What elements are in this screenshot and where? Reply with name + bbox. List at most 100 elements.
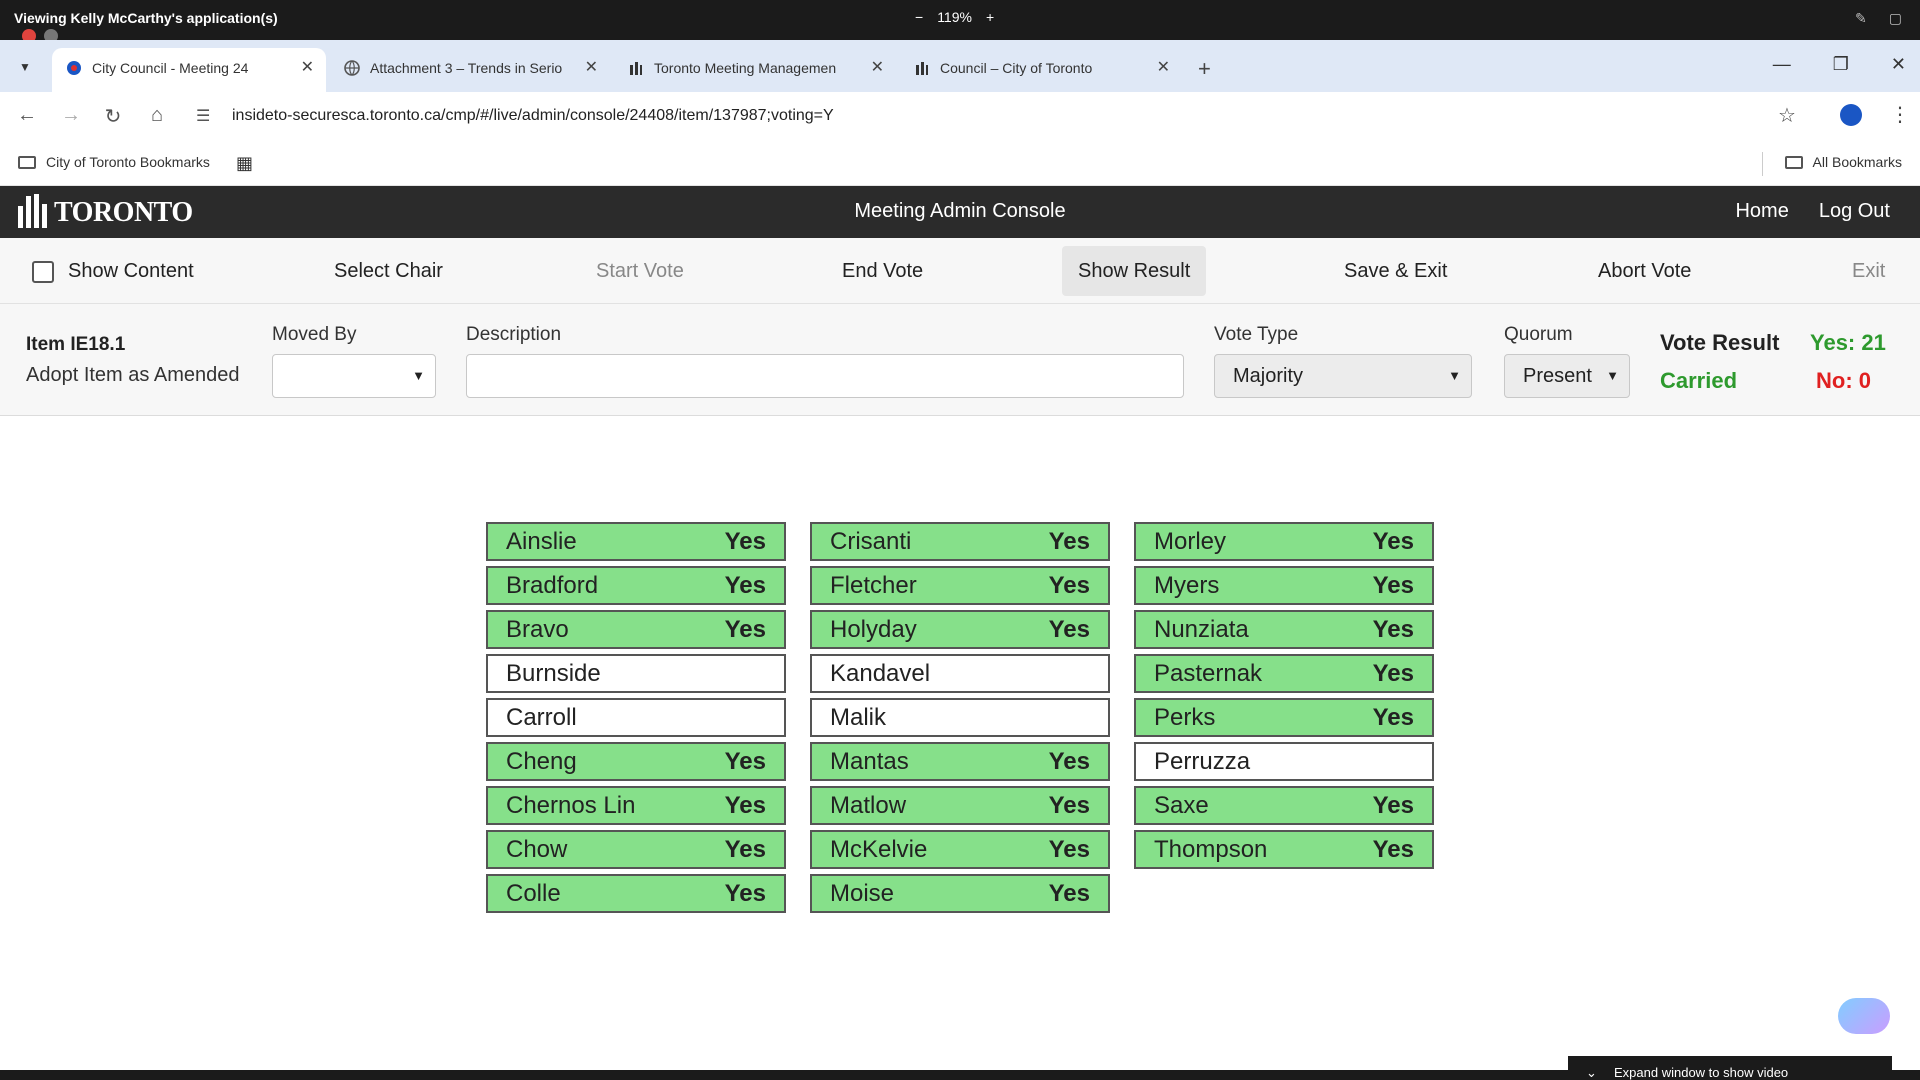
- member-vote-row[interactable]: Bradford Yes: [486, 566, 786, 605]
- tab-council-city-of-toronto[interactable]: Council – City of Toronto ✕: [900, 48, 1182, 92]
- member-vote-row[interactable]: Malik: [810, 698, 1110, 737]
- city-hall-icon: [18, 194, 48, 228]
- annotate-icon[interactable]: ✎: [1855, 10, 1867, 26]
- member-vote: Yes: [1372, 836, 1414, 863]
- profile-avatar-icon[interactable]: [1840, 104, 1862, 126]
- tab-attachment-3[interactable]: Attachment 3 – Trends in Serio ✕: [330, 48, 610, 92]
- member-vote-row[interactable]: Colle Yes: [486, 874, 786, 913]
- member-vote: Yes: [724, 616, 766, 643]
- vote-type-select[interactable]: Majority ▼: [1214, 354, 1472, 398]
- bookmark-star-icon[interactable]: ☆: [1778, 105, 1796, 127]
- member-vote-row[interactable]: Mantas Yes: [810, 742, 1110, 781]
- bookmark-folder-toronto[interactable]: City of Toronto Bookmarks: [18, 154, 210, 170]
- forward-arrow-icon[interactable]: →: [61, 104, 81, 126]
- show-content-label[interactable]: Show Content: [68, 260, 194, 282]
- member-vote-row[interactable]: Perruzza: [1134, 742, 1434, 781]
- all-bookmarks[interactable]: All Bookmarks: [1784, 154, 1902, 170]
- exit-button[interactable]: Exit: [1852, 260, 1886, 282]
- globe-favicon-icon: [67, 61, 81, 75]
- member-vote: Yes: [1048, 792, 1090, 819]
- browser-menu-icon[interactable]: ⋮: [1890, 104, 1910, 126]
- member-vote-row[interactable]: McKelvie Yes: [810, 830, 1110, 869]
- member-vote: Yes: [724, 880, 766, 907]
- member-vote-row[interactable]: Holyday Yes: [810, 610, 1110, 649]
- member-vote-row[interactable]: Myers Yes: [1134, 566, 1434, 605]
- address-bar[interactable]: insideto-securesca.toronto.ca/cmp/#/live…: [232, 107, 834, 124]
- toronto-logo[interactable]: TORONTO: [18, 194, 193, 228]
- member-vote: Yes: [1048, 748, 1090, 775]
- member-vote-row[interactable]: Kandavel: [810, 654, 1110, 693]
- toronto-favicon-icon: [630, 62, 642, 75]
- assistant-widget-icon[interactable]: [1838, 998, 1890, 1034]
- logout-link[interactable]: Log Out: [1818, 200, 1890, 222]
- tab-label: Attachment 3 – Trends in Serio: [370, 60, 563, 76]
- member-vote: Yes: [1372, 528, 1414, 555]
- member-vote: Yes: [1372, 616, 1414, 643]
- vote-type-label: Vote Type: [1214, 324, 1299, 345]
- member-vote-row[interactable]: Carroll: [486, 698, 786, 737]
- back-arrow-icon[interactable]: ←: [17, 104, 37, 126]
- viewer-bottom-strip: [0, 1070, 1920, 1080]
- tab-city-council[interactable]: City Council - Meeting 24 ✕: [52, 48, 326, 92]
- new-tab-plus-icon[interactable]: +: [1198, 56, 1211, 81]
- member-vote: Yes: [1372, 704, 1414, 731]
- zoom-out-button[interactable]: −: [915, 9, 924, 25]
- member-vote-row[interactable]: Cheng Yes: [486, 742, 786, 781]
- minimize-icon[interactable]: —: [1772, 54, 1791, 74]
- home-link[interactable]: Home: [1735, 200, 1789, 222]
- reload-icon[interactable]: ↻: [104, 106, 122, 128]
- member-vote-row[interactable]: Fletcher Yes: [810, 566, 1110, 605]
- quorum-select[interactable]: Present ▼: [1504, 354, 1630, 398]
- member-vote-row[interactable]: Morley Yes: [1134, 522, 1434, 561]
- member-vote-row[interactable]: Bravo Yes: [486, 610, 786, 649]
- member-vote-row[interactable]: Pasternak Yes: [1134, 654, 1434, 693]
- member-vote: Yes: [724, 748, 766, 775]
- abort-vote-button[interactable]: Abort Vote: [1598, 260, 1692, 282]
- tab-search-chevron-icon[interactable]: ▼: [19, 60, 31, 74]
- close-tab-icon[interactable]: ✕: [584, 59, 598, 76]
- close-tab-icon[interactable]: ✕: [1156, 59, 1170, 76]
- member-vote-row[interactable]: Moise Yes: [810, 874, 1110, 913]
- moved-by-select[interactable]: ▼: [272, 354, 436, 398]
- end-vote-button[interactable]: End Vote: [842, 260, 924, 282]
- site-info-icon[interactable]: ☰: [196, 108, 211, 125]
- start-vote-button[interactable]: Start Vote: [596, 260, 684, 282]
- member-vote-row[interactable]: Chernos Lin Yes: [486, 786, 786, 825]
- close-tab-icon[interactable]: ✕: [300, 59, 314, 76]
- member-vote-row[interactable]: Matlow Yes: [810, 786, 1110, 825]
- member-vote: Yes: [1048, 572, 1090, 599]
- apps-grid-icon[interactable]: ▦: [236, 153, 254, 173]
- member-name: Ainslie: [506, 528, 577, 555]
- member-vote-row[interactable]: Chow Yes: [486, 830, 786, 869]
- member-vote-row[interactable]: Burnside: [486, 654, 786, 693]
- member-vote-row[interactable]: Perks Yes: [1134, 698, 1434, 737]
- pause-share-icon[interactable]: [44, 29, 58, 43]
- toronto-favicon-icon: [916, 62, 928, 75]
- zoom-level: 119%: [937, 9, 972, 25]
- home-icon[interactable]: ⌂: [150, 104, 164, 126]
- page-title: Meeting Admin Console: [854, 200, 1066, 222]
- close-window-icon[interactable]: ✕: [1890, 54, 1906, 74]
- member-name: Bravo: [506, 616, 569, 643]
- expand-video-button[interactable]: ⌄ Expand window to show video: [1568, 1056, 1892, 1080]
- select-chair-button[interactable]: Select Chair: [334, 260, 443, 282]
- member-vote-row[interactable]: Nunziata Yes: [1134, 610, 1434, 649]
- member-vote: Yes: [724, 792, 766, 819]
- stop-share-icon[interactable]: [22, 29, 36, 43]
- description-input[interactable]: [466, 354, 1184, 398]
- member-column: Crisanti Yes Fletcher Yes Holyday Yes Kandavel…: [810, 522, 1110, 913]
- member-vote-row[interactable]: Saxe Yes: [1134, 786, 1434, 825]
- member-vote-row[interactable]: Thompson Yes: [1134, 830, 1434, 869]
- chat-icon[interactable]: ▢: [1888, 10, 1902, 26]
- close-tab-icon[interactable]: ✕: [870, 59, 884, 76]
- member-vote: Yes: [1372, 572, 1414, 599]
- member-name: Holyday: [830, 616, 917, 643]
- restore-icon[interactable]: ❐: [1832, 54, 1849, 74]
- zoom-in-button[interactable]: +: [985, 9, 995, 25]
- show-result-button[interactable]: Show Result: [1062, 246, 1207, 296]
- tab-toronto-meeting-management[interactable]: Toronto Meeting Managemen ✕: [614, 48, 896, 92]
- save-exit-button[interactable]: Save & Exit: [1344, 260, 1448, 282]
- show-content-checkbox[interactable]: [32, 261, 54, 283]
- member-vote-row[interactable]: Ainslie Yes: [486, 522, 786, 561]
- member-vote-row[interactable]: Crisanti Yes: [810, 522, 1110, 561]
